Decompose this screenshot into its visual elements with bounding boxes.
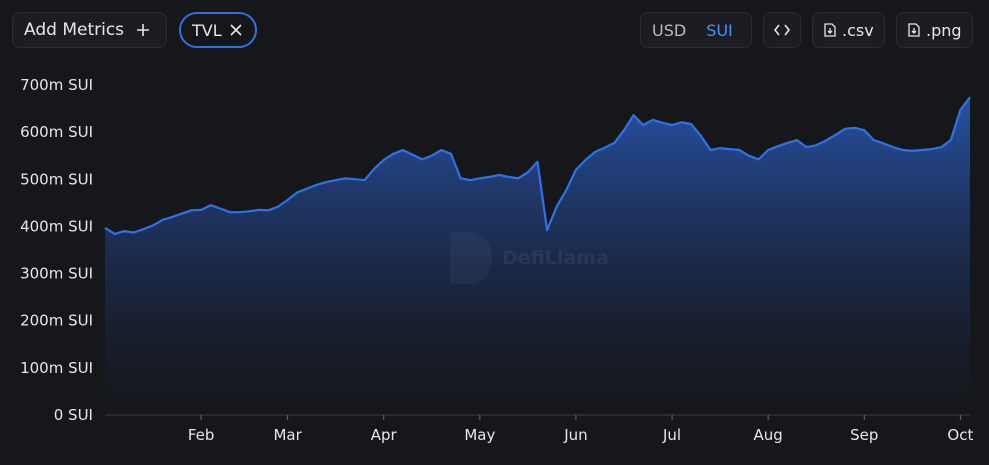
x-tick-label: Mar [273,426,302,444]
x-tick-label: Aug [754,426,783,444]
embed-button[interactable] [763,12,801,48]
remove-icon[interactable] [230,24,242,36]
watermark-text: DefiLlama [502,247,609,269]
y-tick-label: 0 SUI [54,406,93,424]
csv-label: .csv [842,20,874,40]
currency-option[interactable]: USD [652,20,687,40]
y-tick-label: 700m SUI [20,76,93,94]
metric-pill[interactable]: TVL [179,12,257,48]
y-tick-label: 300m SUI [20,265,93,283]
add-metrics-button[interactable]: Add Metrics [12,12,167,48]
x-tick-label: Apr [371,426,398,444]
currency-toggle: USD SUI [640,12,752,48]
x-tick-label: Oct [947,426,973,444]
y-tick-label: 400m SUI [20,217,93,235]
y-tick-label: 500m SUI [20,170,93,188]
add-metrics-label: Add Metrics [24,20,125,40]
download-icon [908,23,920,37]
area-fill [105,97,970,414]
y-tick-label: 100m SUI [20,359,93,377]
watermark-logo [450,232,492,284]
png-button[interactable]: .png [896,12,973,48]
x-tick-label: Jun [563,426,587,444]
y-tick-label: 200m SUI [20,312,93,330]
x-tick-label: Sep [850,426,878,444]
csv-button[interactable]: .csv [812,12,885,48]
png-label: .png [926,20,962,40]
y-tick-label: 600m SUI [20,123,93,141]
plus-icon [137,24,150,36]
download-icon [824,23,836,37]
line [104,96,971,235]
code-icon [774,24,790,36]
x-tick-label: Feb [188,426,215,444]
x-tick-label: May [464,426,495,444]
currency-option-active[interactable]: SUI [706,20,733,40]
watermark: DefiLlama [450,232,609,284]
x-tick-label: Jul [662,426,681,444]
metric-label: TVL [192,20,222,40]
